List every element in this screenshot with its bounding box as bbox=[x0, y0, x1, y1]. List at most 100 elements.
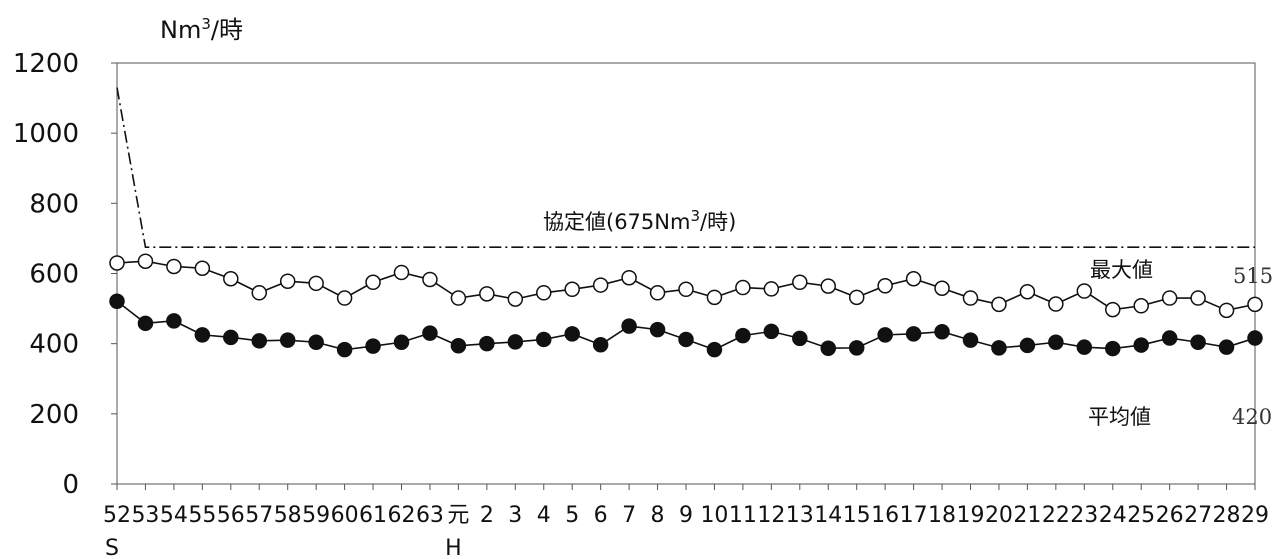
avg-point bbox=[962, 332, 979, 348]
avg-point bbox=[934, 323, 950, 340]
max-point bbox=[1161, 290, 1178, 306]
max-point bbox=[336, 290, 353, 306]
avg-end-label: 420 bbox=[1232, 405, 1272, 429]
max-point bbox=[393, 264, 410, 281]
avg-point bbox=[251, 333, 267, 349]
x-tick-label: 62 bbox=[388, 503, 416, 528]
y-tick-label: 1000 bbox=[13, 119, 79, 149]
max-point bbox=[1133, 298, 1149, 314]
avg-series-name: 平均値 bbox=[1088, 405, 1151, 429]
avg-point bbox=[450, 338, 467, 354]
x-tick-label: 23 bbox=[1070, 503, 1098, 528]
x-tick-label: 4 bbox=[537, 503, 551, 528]
avg-point bbox=[223, 329, 239, 346]
avg-point bbox=[1247, 330, 1263, 346]
avg-point bbox=[365, 338, 381, 354]
avg-point bbox=[479, 335, 495, 352]
x-tick-label: 61 bbox=[359, 503, 387, 528]
max-point bbox=[1048, 296, 1064, 312]
max-point bbox=[564, 281, 580, 298]
x-tick-label: 57 bbox=[245, 503, 273, 528]
avg-point bbox=[166, 313, 182, 329]
x-tick-label: 26 bbox=[1156, 503, 1184, 528]
max-point bbox=[194, 260, 211, 276]
x-tick-label: 22 bbox=[1042, 503, 1070, 528]
agreement-line-group bbox=[116, 87, 1255, 248]
avg-point bbox=[336, 341, 353, 358]
avg-point bbox=[1076, 339, 1093, 355]
avg-point bbox=[763, 323, 780, 340]
x-tick-label: 18 bbox=[928, 503, 956, 528]
y-tick-label: 600 bbox=[29, 260, 79, 290]
x-tick-label: 10 bbox=[700, 503, 728, 528]
x-tick-label: 53 bbox=[131, 503, 159, 528]
y-tick-label: 0 bbox=[62, 470, 79, 500]
avg-point bbox=[621, 318, 637, 334]
x-tick-label: 19 bbox=[957, 503, 985, 528]
avg-point bbox=[194, 327, 211, 343]
y-tick-label: 400 bbox=[29, 330, 79, 360]
avg-point bbox=[1048, 334, 1064, 351]
avg-point bbox=[991, 340, 1007, 356]
x-tick-label: 59 bbox=[302, 503, 330, 528]
max-point bbox=[223, 271, 239, 287]
x-tick-label: 55 bbox=[188, 503, 216, 528]
x-tick-label: 56 bbox=[217, 503, 245, 528]
max-point bbox=[422, 271, 438, 288]
max-point bbox=[649, 285, 666, 301]
avg-point bbox=[422, 325, 438, 341]
avg-point bbox=[706, 341, 723, 358]
avg-point bbox=[137, 315, 154, 332]
max-point bbox=[621, 269, 637, 286]
x-tick-label: 16 bbox=[871, 503, 899, 528]
avg-point bbox=[1190, 334, 1206, 351]
avg-point bbox=[1019, 337, 1036, 354]
avg-point bbox=[1218, 339, 1235, 355]
max-point bbox=[735, 279, 751, 296]
max-point bbox=[1247, 296, 1263, 313]
x-tick-label: 58 bbox=[274, 503, 302, 528]
max-point bbox=[308, 275, 324, 292]
max-point bbox=[877, 278, 893, 294]
x-tick-label: 元 bbox=[447, 503, 469, 528]
max-point bbox=[1218, 302, 1235, 319]
max-point bbox=[1019, 283, 1036, 300]
max-point bbox=[792, 274, 808, 291]
avg-point bbox=[792, 330, 808, 347]
avg-point bbox=[1105, 340, 1121, 357]
x-tick-label: 52 bbox=[103, 503, 131, 528]
avg-point bbox=[536, 331, 552, 348]
x-tick-label: 11 bbox=[729, 503, 757, 528]
x-tick-label: 20 bbox=[985, 503, 1013, 528]
x-tick-label: 25 bbox=[1127, 503, 1155, 528]
x-tick-label: 29 bbox=[1241, 503, 1269, 528]
x-tick-label: 28 bbox=[1213, 503, 1241, 528]
avg-point bbox=[564, 326, 580, 342]
x-tick-label: 6 bbox=[594, 503, 608, 528]
x-tick-label: 9 bbox=[679, 503, 693, 528]
max-point bbox=[450, 290, 467, 306]
max-point bbox=[479, 286, 495, 302]
max-point bbox=[137, 253, 154, 269]
x-tick-label: 27 bbox=[1184, 503, 1212, 528]
max-point bbox=[1076, 283, 1093, 299]
max-point bbox=[934, 280, 950, 296]
x-tick-label: 2 bbox=[480, 503, 494, 528]
max-point bbox=[1105, 301, 1121, 318]
era-label: H bbox=[445, 536, 462, 559]
max-point bbox=[592, 277, 609, 293]
x-tick-label: 13 bbox=[786, 503, 814, 528]
max-point bbox=[678, 281, 694, 298]
x-tick-label: 14 bbox=[814, 503, 842, 528]
x-tick-label: 3 bbox=[508, 503, 522, 528]
avg-point bbox=[877, 327, 893, 343]
y-axis-unit: Nm3/時 bbox=[160, 15, 243, 44]
max-point bbox=[251, 285, 267, 301]
avg-point bbox=[393, 334, 410, 351]
max-point bbox=[962, 290, 979, 306]
x-tick-label: 8 bbox=[651, 503, 665, 528]
y-tick-label: 1200 bbox=[13, 49, 79, 79]
avg-point bbox=[592, 336, 609, 353]
x-tick-label: 7 bbox=[622, 503, 636, 528]
max-point bbox=[763, 281, 780, 297]
